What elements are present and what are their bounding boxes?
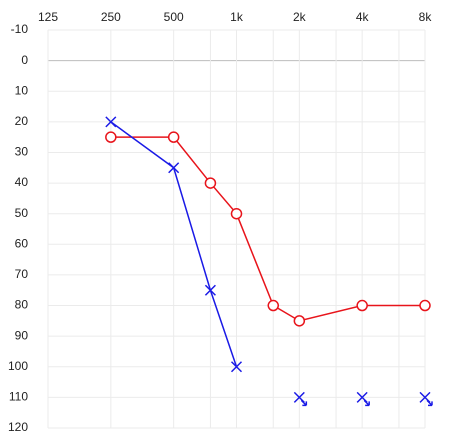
no-response-arrow xyxy=(363,399,370,407)
x-tick-label: 250 xyxy=(101,10,121,24)
x-tick-label: 125 xyxy=(38,10,58,24)
x-tick-label: 1k xyxy=(230,10,244,24)
data-point-cross xyxy=(168,162,180,174)
y-tick-label: 40 xyxy=(15,175,29,189)
y-tick-label: 110 xyxy=(9,390,28,404)
y-tick-label: 90 xyxy=(15,328,29,342)
data-point-circle xyxy=(230,207,243,220)
y-tick-label: 70 xyxy=(15,267,29,281)
y-tick-label: 20 xyxy=(15,114,29,128)
data-point-circle xyxy=(204,177,217,189)
series xyxy=(105,116,433,407)
data-point-circle xyxy=(267,299,280,312)
x-tick-label: 8k xyxy=(419,10,433,24)
data-point-circle xyxy=(293,315,306,327)
data-point-circle xyxy=(167,131,180,143)
y-tick-label: 100 xyxy=(8,359,28,373)
data-point-circle xyxy=(419,299,431,312)
data-point-cross xyxy=(204,284,216,296)
grid xyxy=(47,29,426,429)
series-line-cross xyxy=(110,121,238,368)
no-response-arrow xyxy=(300,399,308,407)
data-point-circle xyxy=(105,131,117,143)
data-point-cross xyxy=(230,361,243,373)
x-tick-label: 2k xyxy=(293,10,307,24)
x-tick-label: 4k xyxy=(356,10,370,24)
y-tick-label: 80 xyxy=(15,298,29,312)
y-tick-label: 30 xyxy=(15,145,29,159)
series-line-circle xyxy=(110,136,425,322)
y-tick-label: 60 xyxy=(15,236,29,250)
data-point-circle xyxy=(356,299,368,312)
no-response-arrow xyxy=(426,399,433,407)
y-tick-label: 0 xyxy=(21,53,28,67)
data-point-cross xyxy=(105,116,117,128)
y-tick-label: -10 xyxy=(11,22,29,36)
tick-labels: -10 0 10 20 30 40 50 60 70 80 90 100 110 120 125 250 500… xyxy=(8,10,432,434)
y-tick-label: 10 xyxy=(15,83,29,97)
x-tick-label: 500 xyxy=(164,10,184,24)
y-tick-label: 50 xyxy=(15,206,29,220)
y-tick-label: 120 xyxy=(8,420,28,434)
